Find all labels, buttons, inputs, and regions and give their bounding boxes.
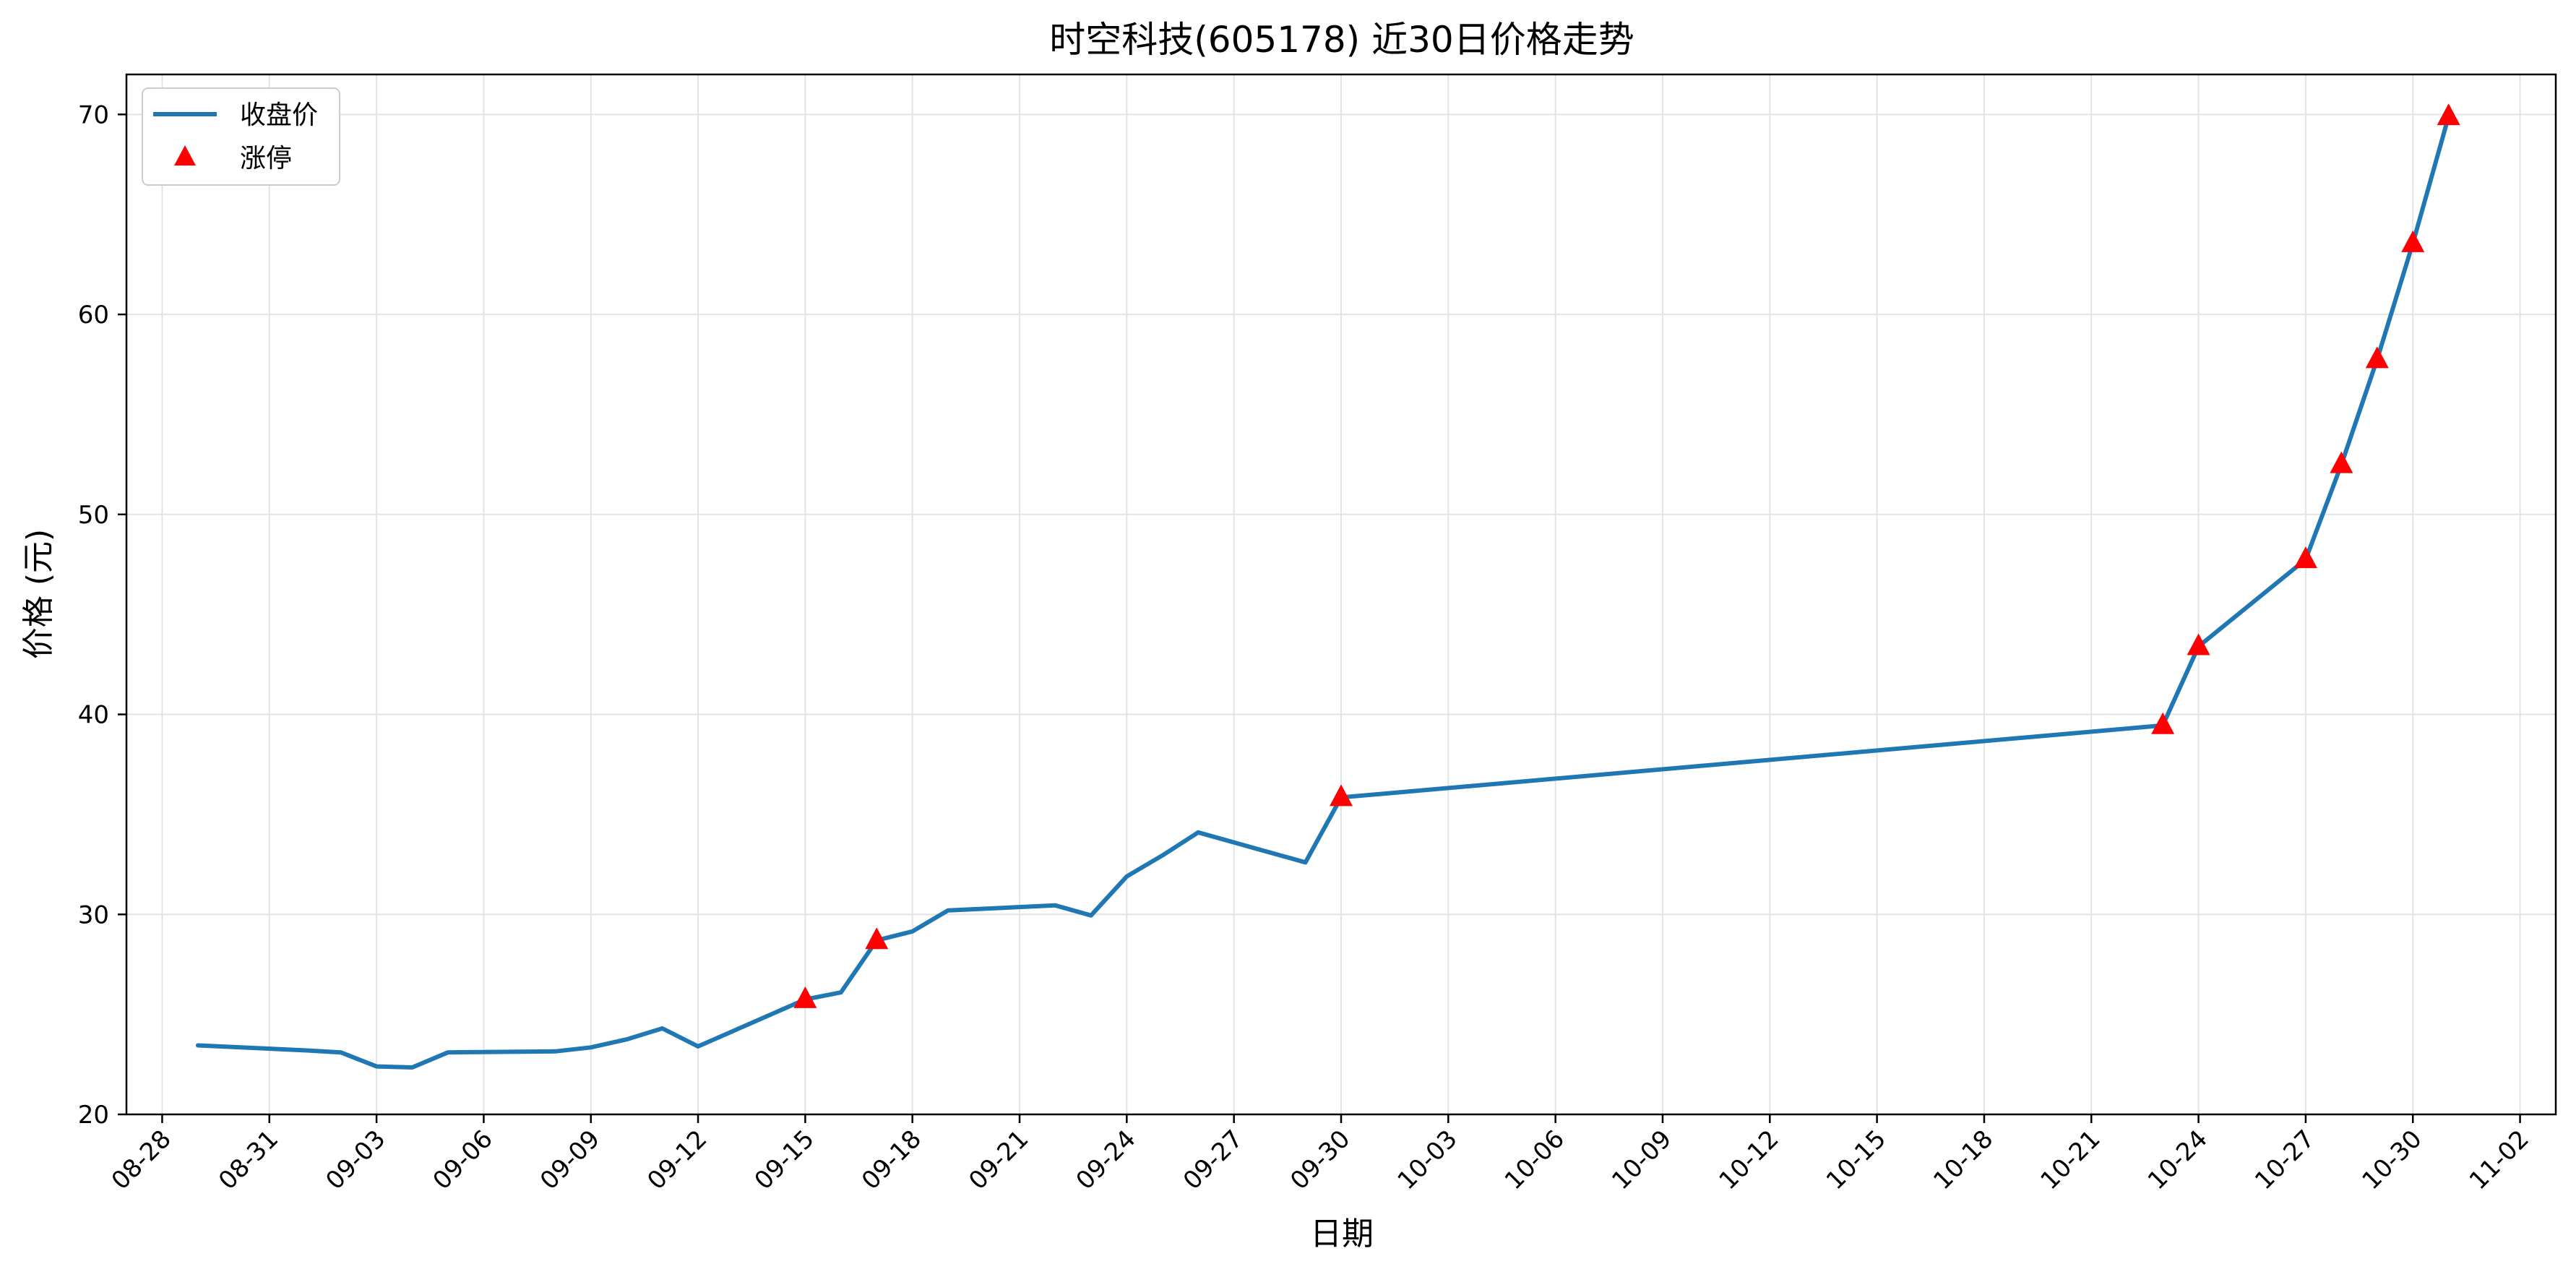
x-tick-label: 10-12 [1714,1125,1785,1195]
y-tick-label: 50 [78,501,109,530]
x-tick-label: 10-03 [1392,1125,1463,1195]
x-tick-label: 09-12 [642,1125,712,1195]
legend-label-close: 收盘价 [240,100,318,130]
x-tick-label: 10-18 [1928,1125,1999,1195]
x-tick-label: 09-03 [320,1125,391,1195]
legend-label-limit-up: 涨停 [240,144,292,173]
limit-up-marker [2437,103,2460,126]
x-tick-label: 10-15 [1821,1125,1892,1195]
x-tick-label: 10-27 [2249,1125,2320,1195]
limit-up-marker [2187,633,2210,655]
x-tick-label: 09-21 [963,1125,1034,1195]
limit-up-marker [865,927,889,950]
x-tick-label: 09-24 [1071,1125,1142,1195]
x-tick-label: 10-21 [2035,1125,2106,1195]
x-tick-label: 10-30 [2356,1125,2427,1195]
y-axis-label: 价格 (元) [20,529,57,659]
x-axis-label: 日期 [1310,1216,1374,1252]
x-tick-label: 10-09 [1606,1125,1677,1195]
x-tick-label: 09-15 [749,1125,820,1195]
x-tick-label: 08-31 [213,1125,284,1195]
x-tick-label: 11-02 [2464,1125,2535,1195]
x-tick-label: 10-06 [1499,1125,1570,1195]
legend: 收盘价 涨停 [142,87,340,186]
legend-triangle-swatch [174,145,196,165]
close-price-line [195,114,2451,1070]
y-axis-ticks: 20 30 40 50 60 70 [78,100,126,1130]
x-tick-label: 09-27 [1178,1125,1249,1195]
x-tick-label: 09-09 [535,1125,606,1195]
y-tick-label: 60 [78,301,109,330]
grid-lines [126,74,2556,1115]
limit-up-marker [2330,451,2353,473]
limit-up-marker [2401,230,2425,252]
limit-up-marker [2365,346,2389,369]
x-tick-label: 09-06 [428,1125,499,1195]
y-tick-label: 70 [78,100,109,129]
limit-up-marker [2293,546,2317,569]
limit-up-marker [2151,712,2175,734]
chart-title: 时空科技(605178) 近30日价格走势 [1049,19,1634,61]
y-tick-label: 20 [78,1101,109,1130]
y-tick-label: 40 [78,701,109,730]
y-tick-label: 30 [78,900,109,929]
limit-up-marker [793,986,817,1008]
limit-up-marker [1330,784,1353,807]
x-tick-label: 10-24 [2142,1125,2213,1195]
x-axis-ticks: 08-28 08-31 09-03 09-06 09-09 09-12 09-15 09-18… [106,1114,2535,1195]
close-price-series [195,114,2451,1070]
x-tick-label: 09-18 [856,1125,927,1195]
x-tick-label: 08-28 [106,1125,177,1195]
limit-up-markers [793,103,2460,1008]
x-tick-label: 09-30 [1285,1125,1356,1195]
